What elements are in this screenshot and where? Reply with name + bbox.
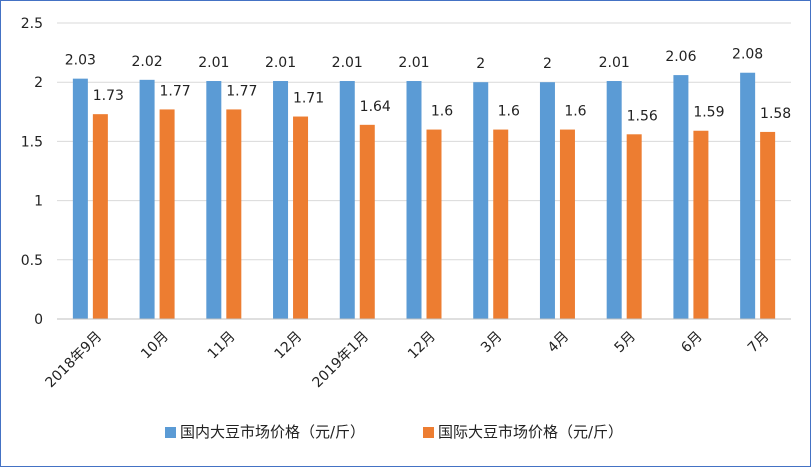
domestic-price-bar <box>673 75 689 319</box>
x-tick-label: 11月 <box>205 329 239 363</box>
intl-price-label: 1.6 <box>431 104 453 120</box>
intl-price-bar <box>760 131 776 319</box>
domestic-price-bar <box>339 81 355 320</box>
x-tick-label: 10月 <box>138 329 172 363</box>
domestic-price-label: 2.01 <box>198 55 229 71</box>
domestic-price-label: 2.03 <box>65 53 96 69</box>
intl-price-label: 1.58 <box>760 106 791 122</box>
x-tick-label: 7月 <box>745 329 773 357</box>
legend-label: 国际大豆市场价格（元/斤） <box>438 423 623 441</box>
intl-price-bar <box>426 129 442 319</box>
y-tick-label: 2.5 <box>21 16 43 32</box>
domestic-price-bar <box>206 81 222 320</box>
intl-price-bar <box>626 134 642 319</box>
intl-price-label: 1.6 <box>564 104 586 120</box>
y-tick-label: 1 <box>34 194 43 210</box>
domestic-price-bar <box>606 81 622 320</box>
legend-label: 国内大豆市场价格（元/斤） <box>180 423 365 441</box>
domestic-price-bar <box>539 82 555 319</box>
data-labels: 2.03 1.73 2.02 1.77 2.01 1.77 2.01 1.71 2.01 1.64… <box>65 47 791 125</box>
intl-price-label: 1.73 <box>93 88 124 104</box>
y-axis: 0 0.5 1 1.5 2 2.5 <box>21 16 43 328</box>
x-tick-label: 2019年1月 <box>309 329 372 392</box>
intl-price-bar <box>226 109 242 319</box>
x-tick-label: 12月 <box>272 329 306 363</box>
x-tick-label: 2018年9月 <box>43 329 106 392</box>
legend-swatch <box>165 427 176 438</box>
y-tick-label: 2 <box>34 75 43 91</box>
intl-price-bar <box>493 129 509 319</box>
legend-swatch <box>423 427 434 438</box>
domestic-price-bar <box>72 78 88 319</box>
domestic-price-bar <box>406 81 422 320</box>
domestic-price-label: 2 <box>543 56 552 72</box>
domestic-price-label: 2.01 <box>265 55 296 71</box>
domestic-price-bar <box>273 81 289 320</box>
x-tick-label: 6月 <box>678 329 706 357</box>
y-tick-label: 0 <box>34 312 43 328</box>
domestic-price-label: 2.02 <box>132 54 163 70</box>
bars <box>72 72 776 320</box>
domestic-price-label: 2 <box>476 56 485 72</box>
x-tick-label: 5月 <box>611 329 639 357</box>
domestic-price-bar <box>740 72 756 319</box>
legend: 国内大豆市场价格（元/斤） 国际大豆市场价格（元/斤） <box>165 423 623 441</box>
domestic-price-label: 2.01 <box>599 55 630 71</box>
domestic-price-label: 2.06 <box>665 49 696 65</box>
x-tick-label: 12月 <box>405 329 439 363</box>
domestic-price-label: 2.01 <box>332 55 363 71</box>
intl-price-label: 1.64 <box>360 99 391 115</box>
intl-price-label: 1.71 <box>293 91 324 107</box>
intl-price-bar <box>359 124 375 319</box>
intl-price-label: 1.56 <box>627 108 658 124</box>
y-tick-label: 0.5 <box>21 253 43 269</box>
x-axis: 2018年9月 10月 11月 12月 2019年1月 12月 3月 4月 5月 6月 7月 <box>43 318 791 392</box>
domestic-price-bar <box>139 79 155 319</box>
intl-price-label: 1.77 <box>226 83 257 99</box>
intl-price-label: 1.6 <box>498 104 520 120</box>
domestic-price-bar <box>473 82 489 319</box>
x-tick-label: 4月 <box>545 329 573 357</box>
intl-price-bar <box>293 116 309 319</box>
intl-price-label: 1.59 <box>693 105 724 121</box>
intl-price-label: 1.77 <box>160 83 191 99</box>
domestic-price-label: 2.01 <box>398 55 429 71</box>
intl-price-bar <box>92 114 108 319</box>
intl-price-bar <box>693 130 709 319</box>
intl-price-bar <box>159 109 175 319</box>
domestic-price-label: 2.08 <box>732 47 763 63</box>
y-tick-label: 1.5 <box>21 134 43 150</box>
x-tick-label: 3月 <box>478 329 506 357</box>
intl-price-bar <box>559 129 575 319</box>
